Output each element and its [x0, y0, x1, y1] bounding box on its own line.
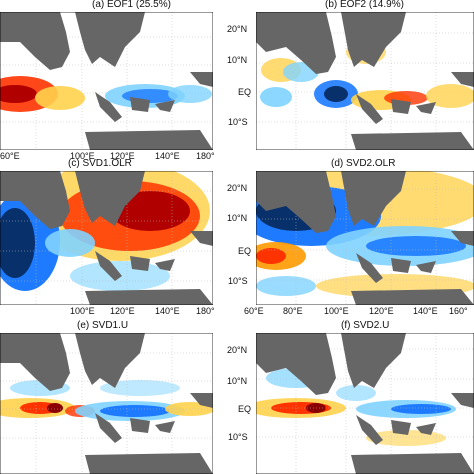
panel-f-lat-2: EQ	[238, 404, 252, 414]
panel-d-lon-1: 80°E	[283, 306, 303, 316]
panel-b-lat-1: 10°N	[227, 55, 248, 65]
panel-c-lon-0: 100°E	[70, 306, 95, 316]
panel-a-lon-2: 120°E	[110, 151, 135, 161]
panel-d-lat-1: 10°N	[227, 213, 248, 223]
panel-c-title: (c) SVD1.OLR	[68, 158, 132, 169]
panel-d-lon-0: 60°E	[244, 306, 264, 316]
panel-f-title: (f) SVD2.U	[341, 320, 390, 331]
panel-c-lon-3: 180°	[196, 306, 215, 316]
panel-b-title: (b) EOF2 (14.9%)	[325, 0, 404, 10]
panel-f-map	[256, 333, 474, 474]
panel-d-lon-2: 100°E	[324, 306, 349, 316]
panel-e-title: (e) SVD1.U	[77, 320, 129, 331]
panel-a-lon-1: 100°E	[70, 151, 95, 161]
panel-f-lat-0: 20°N	[227, 345, 248, 355]
panel-c-lon-2: 140°E	[155, 306, 180, 316]
panel-b-lat-0: 20°N	[227, 24, 248, 34]
panel-e-map	[0, 333, 213, 474]
panel-d-lon-4: 140°E	[413, 306, 438, 316]
panel-c-lon-1: 120°E	[110, 306, 135, 316]
panel-d-lon-5: 160°	[449, 306, 468, 316]
panel-d-lat-2: EQ	[238, 246, 252, 256]
panel-d-map	[256, 171, 474, 305]
panel-a-map	[0, 12, 213, 150]
panel-a-lon-3: 140°E	[155, 151, 180, 161]
panel-d-lon-3: 120°E	[369, 306, 394, 316]
panel-d-title: (d) SVD2.OLR	[331, 158, 396, 169]
panel-b-lat-3: 10°S	[228, 117, 248, 127]
panel-d-lat-3: 10°S	[228, 276, 248, 286]
panel-f-lat-1: 10°N	[227, 376, 248, 386]
panel-a-lon-4: 180°	[196, 151, 215, 161]
panel-d-lat-0: 20°N	[227, 183, 248, 193]
panel-c-map	[0, 171, 213, 305]
panel-a-lon-0: 60°E	[0, 151, 20, 161]
panel-b-map	[256, 12, 474, 150]
panel-b-lat-2: EQ	[238, 87, 252, 97]
panel-f-lat-3: 10°S	[228, 432, 248, 442]
panel-a-title: (a) EOF1 (25.5%)	[92, 0, 171, 10]
